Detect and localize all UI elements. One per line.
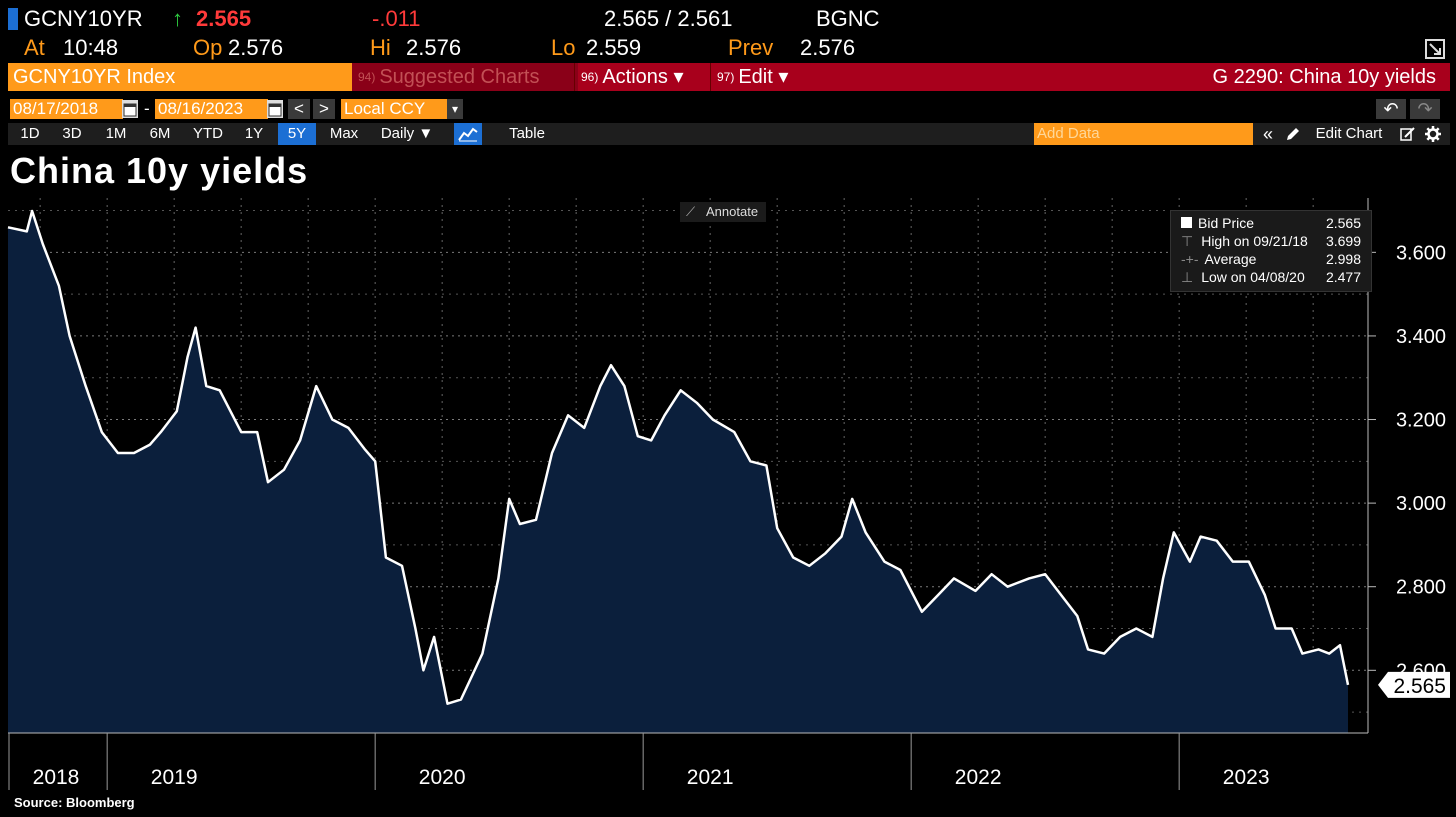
security-marker bbox=[8, 8, 18, 30]
price-area bbox=[8, 211, 1348, 733]
x-tick-label: 2020 bbox=[419, 766, 466, 789]
suggested-num: 94) bbox=[358, 70, 376, 84]
legend: Bid Price 2.565 ⊤ High on 09/21/18 3.699 … bbox=[1170, 210, 1372, 292]
legend-low: ⊥ Low on 04/08/20 bbox=[1181, 269, 1305, 286]
range-max[interactable]: Max bbox=[329, 125, 359, 142]
pencil-icon bbox=[1284, 123, 1302, 145]
last-price: 2.565 bbox=[196, 6, 252, 31]
average-marker-icon: -+- bbox=[1181, 251, 1199, 267]
annotate-button[interactable]: ⟋ Annotate bbox=[680, 202, 766, 222]
bid-value: 2.565 bbox=[1325, 215, 1361, 231]
undo-icon[interactable]: ↶ bbox=[1376, 99, 1406, 119]
chart-id: G 2290: China 10y yields bbox=[1212, 66, 1436, 88]
y-tick-label: 3.000 bbox=[1396, 493, 1446, 515]
legend-high: ⊤ High on 09/21/18 bbox=[1181, 233, 1308, 250]
bid-swatch-icon bbox=[1181, 217, 1192, 228]
range-3d[interactable]: 3D bbox=[62, 125, 82, 142]
add-data-input[interactable]: Add Data bbox=[1034, 123, 1253, 145]
table-button[interactable]: Table bbox=[509, 125, 545, 142]
chart-title: China 10y yields bbox=[10, 150, 309, 191]
low-value: 2.559 bbox=[586, 35, 642, 60]
y-tick-label: 3.400 bbox=[1396, 326, 1446, 348]
date-separator: - bbox=[144, 99, 150, 118]
at-time: 10:48 bbox=[63, 35, 119, 60]
actions-num: 96) bbox=[581, 70, 599, 84]
edit-chart-button[interactable]: Edit Chart bbox=[1315, 125, 1383, 142]
calendar-icon[interactable] bbox=[122, 100, 138, 118]
source-note: Source: Bloomberg bbox=[14, 795, 135, 810]
x-tick-label: 2021 bbox=[687, 766, 734, 789]
end-date-input[interactable]: 08/16/2023 bbox=[155, 99, 268, 119]
start-date-input[interactable]: 08/17/2018 bbox=[10, 99, 123, 119]
x-tick-label: 2019 bbox=[151, 766, 198, 789]
bid-ask: 2.565 / 2.561 bbox=[604, 6, 733, 31]
edit-label: Edit ▾ bbox=[738, 66, 789, 88]
redo-icon[interactable]: ↷ bbox=[1410, 99, 1440, 119]
actions-label: Actions ▾ bbox=[602, 66, 684, 88]
next-period-button[interactable]: > bbox=[313, 99, 335, 119]
net-change: -.011 bbox=[372, 6, 421, 31]
open-value: 2.576 bbox=[228, 35, 284, 60]
price-line bbox=[7, 209, 1350, 705]
frequency-select[interactable]: Daily ▼ bbox=[380, 125, 434, 142]
line-chart-icon[interactable] bbox=[454, 123, 482, 145]
actions-button[interactable]: 96) Actions ▾ bbox=[574, 63, 715, 91]
annotate-icon: ⟋ bbox=[686, 204, 696, 219]
high-label: Hi bbox=[370, 35, 391, 60]
suggested-label: Suggested Charts bbox=[379, 66, 540, 88]
high-marker-icon: ⊤ bbox=[1181, 233, 1194, 249]
legend-average: -+- Average bbox=[1181, 251, 1256, 267]
low-label: Lo bbox=[551, 35, 576, 60]
prev-period-button[interactable]: < bbox=[288, 99, 310, 119]
open-label: Op bbox=[193, 35, 223, 60]
range-ytd[interactable]: YTD bbox=[193, 125, 223, 142]
at-label: At bbox=[24, 35, 45, 60]
x-tick-label: 2023 bbox=[1223, 766, 1270, 789]
low-value-legend: 2.477 bbox=[1325, 269, 1361, 285]
edit-num: 97) bbox=[717, 70, 735, 84]
collapse-icon[interactable]: « bbox=[1262, 124, 1273, 144]
suggested-charts-button[interactable]: 94) Suggested Charts bbox=[352, 63, 578, 91]
menu-bar: GCNY10YR Index 94) Suggested Charts 96) Ac… bbox=[8, 63, 1450, 91]
range-1m[interactable]: 1M bbox=[105, 125, 127, 142]
x-tick-label: 2022 bbox=[955, 766, 1002, 789]
edit-settings-icon[interactable] bbox=[1398, 123, 1418, 145]
high-value: 2.576 bbox=[406, 35, 462, 60]
up-arrow-icon: ↑ bbox=[172, 6, 183, 31]
range-6m[interactable]: 6M bbox=[149, 125, 171, 142]
y-tick-label: 2.800 bbox=[1396, 577, 1446, 599]
y-tick-label: 3.600 bbox=[1396, 242, 1446, 264]
expand-icon[interactable] bbox=[1424, 38, 1445, 59]
high-value-legend: 3.699 bbox=[1325, 233, 1361, 249]
edit-button[interactable]: 97) Edit ▾ bbox=[710, 63, 817, 91]
range-1y[interactable]: 1Y bbox=[244, 125, 264, 142]
currency-select[interactable]: Local CCY bbox=[341, 99, 448, 119]
average-value: 2.998 bbox=[1325, 251, 1361, 267]
range-5y[interactable]: 5Y bbox=[278, 123, 316, 145]
last-value-tag bbox=[1378, 671, 1450, 698]
ticker[interactable]: GCNY10YR bbox=[24, 6, 143, 31]
average-label: Average bbox=[1204, 251, 1257, 267]
prev-value: 2.576 bbox=[800, 35, 856, 60]
bid-label: Bid Price bbox=[1198, 215, 1255, 231]
low-label: Low on 04/08/20 bbox=[1201, 269, 1305, 285]
low-marker-icon: ⊥ bbox=[1181, 269, 1194, 285]
x-tick-label: 2018 bbox=[33, 766, 80, 789]
gear-icon[interactable] bbox=[1422, 123, 1444, 145]
chevron-down-icon[interactable]: ▾ bbox=[447, 99, 463, 119]
pricing-source: BGNC bbox=[816, 6, 880, 31]
y-tick-label: 3.200 bbox=[1396, 410, 1446, 432]
prev-label: Prev bbox=[728, 35, 774, 60]
annotate-label: Annotate bbox=[706, 204, 759, 219]
high-label: High on 09/21/18 bbox=[1201, 233, 1308, 249]
range-toolbar: 1D 3D 1M 6M YTD 1Y 5Y Max Daily ▼ Table … bbox=[8, 123, 1450, 145]
calendar-icon-end[interactable] bbox=[267, 100, 283, 118]
last-value-label: 2.565 bbox=[1393, 675, 1446, 698]
index-name[interactable]: GCNY10YR Index bbox=[8, 63, 355, 91]
legend-bid[interactable]: Bid Price bbox=[1181, 215, 1254, 231]
range-1d[interactable]: 1D bbox=[20, 125, 40, 142]
